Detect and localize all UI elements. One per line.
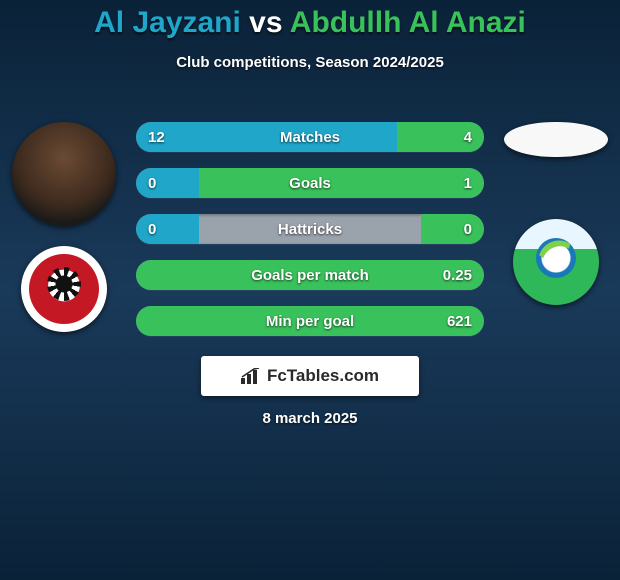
bar-right-fill xyxy=(421,214,484,244)
stat-value-left: 0 xyxy=(148,214,156,244)
player1-avatar xyxy=(12,122,116,226)
stat-value-right: 0.25 xyxy=(443,260,472,290)
bar-left-fill xyxy=(136,168,199,198)
subtitle: Club competitions, Season 2024/2025 xyxy=(0,54,620,71)
stat-row: Hattricks00 xyxy=(136,214,484,244)
bar-track xyxy=(136,214,484,244)
player2-avatar xyxy=(504,122,608,157)
source-badge: FcTables.com xyxy=(201,356,419,396)
bar-left-fill xyxy=(136,214,199,244)
face-icon xyxy=(12,122,116,226)
bar-track xyxy=(136,260,484,290)
bar-track xyxy=(136,306,484,336)
bar-right-fill xyxy=(136,306,484,336)
comparison-title: Al Jayzani vs Abdullh Al Anazi xyxy=(0,0,620,40)
left-column xyxy=(10,122,118,336)
bar-track xyxy=(136,168,484,198)
stat-row: Goals01 xyxy=(136,168,484,198)
stat-value-right: 4 xyxy=(464,122,472,152)
player2-name: Abdullh Al Anazi xyxy=(290,6,526,39)
vs-text: vs xyxy=(241,6,290,39)
right-column xyxy=(502,122,610,309)
stat-row: Matches124 xyxy=(136,122,484,152)
player2-club-crest xyxy=(513,219,599,305)
stat-row: Min per goal621 xyxy=(136,306,484,336)
bar-right-fill xyxy=(199,168,484,198)
player1-name: Al Jayzani xyxy=(94,6,241,39)
stat-value-right: 621 xyxy=(447,306,472,336)
stat-row: Goals per match0.25 xyxy=(136,260,484,290)
stat-value-left: 0 xyxy=(148,168,156,198)
bars-icon xyxy=(241,368,261,384)
stat-bars: Matches124Goals01Hattricks00Goals per ma… xyxy=(136,122,484,352)
bar-left-fill xyxy=(136,122,397,152)
stat-value-left: 12 xyxy=(148,122,165,152)
player1-club-crest xyxy=(21,246,107,332)
bar-track xyxy=(136,122,484,152)
stat-value-right: 0 xyxy=(464,214,472,244)
stat-value-right: 1 xyxy=(464,168,472,198)
bar-right-fill xyxy=(136,260,484,290)
source-text: FcTables.com xyxy=(267,366,379,386)
date-text: 8 march 2025 xyxy=(0,410,620,427)
